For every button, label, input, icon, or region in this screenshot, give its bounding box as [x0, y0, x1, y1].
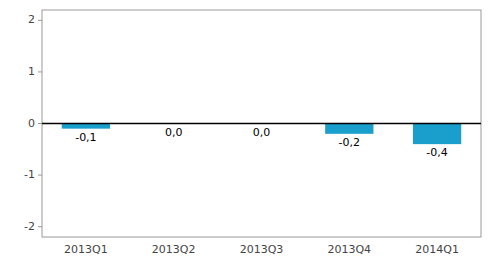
data-label: 0,0: [165, 126, 183, 139]
bar: [325, 124, 373, 134]
x-tick-label: 2013Q3: [240, 243, 284, 256]
y-tick: [38, 123, 42, 124]
x-tick-label: 2014Q1: [415, 243, 459, 256]
y-tick-label: 1: [28, 65, 35, 78]
data-label: -0,1: [75, 131, 96, 144]
chart-container: -2 -1 0 1 2 -0,1 0,0 0,0 -0,2 -0,4 2013Q1 2013Q2 201…: [0, 0, 491, 265]
zero-line: [42, 123, 481, 125]
chart-svg: -2 -1 0 1 2 -0,1 0,0 0,0 -0,2 -0,4 2013Q1 2013Q2 201…: [0, 0, 491, 265]
data-label: -0,2: [339, 136, 360, 149]
data-label: -0,4: [426, 146, 447, 159]
plot-frame: [42, 10, 481, 237]
x-tick-label: 2013Q4: [327, 243, 371, 256]
bar: [62, 124, 110, 129]
y-tick-label: -1: [24, 168, 35, 181]
y-tick: [38, 20, 42, 21]
data-label: 0,0: [253, 126, 271, 139]
x-tick-label: 2013Q2: [152, 243, 196, 256]
x-tick-label: 2013Q1: [64, 243, 108, 256]
y-tick-label: 0: [28, 117, 35, 130]
bar: [413, 124, 461, 145]
y-tick: [38, 71, 42, 72]
y-tick-label: 2: [28, 13, 35, 26]
bars: [62, 124, 461, 145]
y-tick: [38, 175, 42, 176]
y-tick-label: -2: [24, 220, 35, 233]
y-tick: [38, 226, 42, 227]
